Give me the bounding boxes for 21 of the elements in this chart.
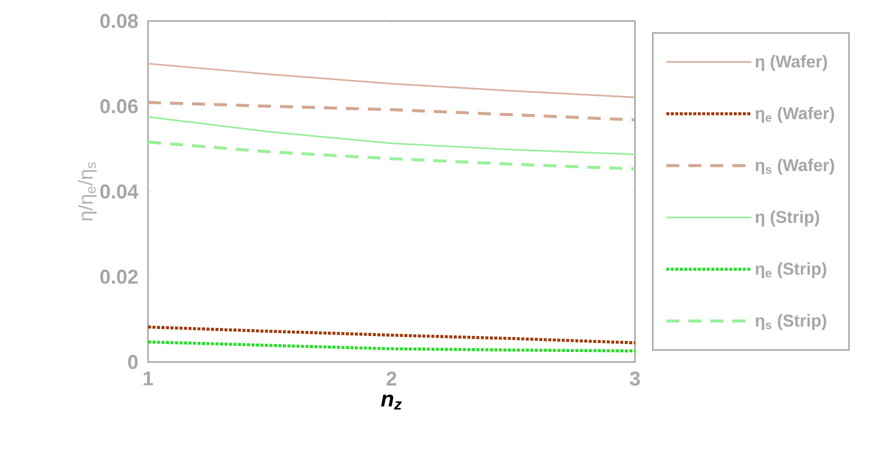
x-tick-label: 3 <box>630 372 640 386</box>
y-tick-label: 0 <box>128 354 138 370</box>
line-series <box>147 62 636 98</box>
y-tick-label: 0.08 <box>100 14 138 28</box>
legend-label: η$_{s}$ (Strip) <box>756 314 826 330</box>
legend-label: η$_{e}$ (Wafer) <box>756 106 834 123</box>
y-axis-title: η/η$_{e}$/η$_{s}$ <box>78 162 97 221</box>
x-tick-label: 2 <box>386 372 396 386</box>
line-series <box>146 100 636 122</box>
legend-label: η$_{e}$ (Strip) <box>756 262 826 278</box>
legend-label: η$_{s}$ (Wafer) <box>756 158 834 175</box>
y-tick-label: 0.06 <box>100 99 138 114</box>
x-tick-label: 1 <box>144 372 154 386</box>
legend-label: η (Strip) <box>756 210 820 226</box>
line-series <box>146 140 636 170</box>
legend-label: η (Wafer) <box>756 55 827 71</box>
y-tick-label: 0.02 <box>100 270 138 284</box>
line-series <box>146 326 636 344</box>
y-tick-label: 0.04 <box>100 184 138 199</box>
line-series <box>147 116 636 156</box>
x-axis-title: n$_{z}$ <box>381 394 402 410</box>
